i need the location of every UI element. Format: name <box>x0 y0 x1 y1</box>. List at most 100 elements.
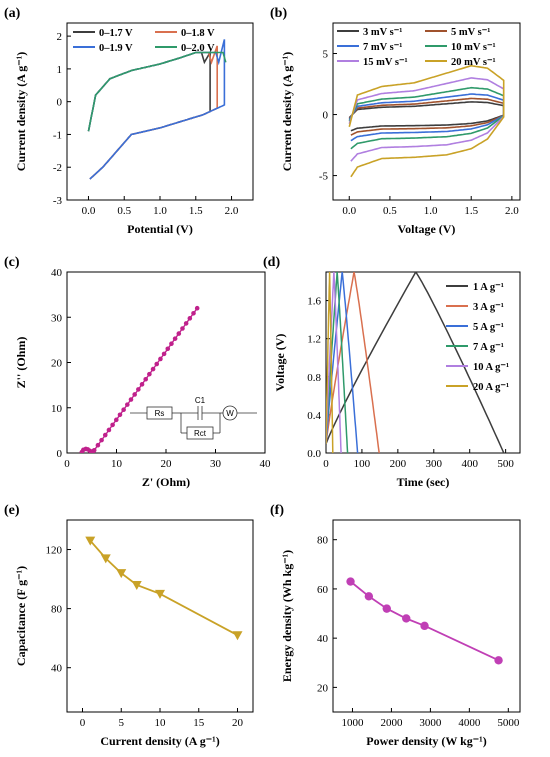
y-axis-title-a: Current density (A g⁻¹) <box>14 52 28 171</box>
legend-label-1: 3 A g⁻¹ <box>473 302 504 313</box>
y-tick-label-d: 0.4 <box>307 410 321 422</box>
cv-curve-3 <box>87 51 227 132</box>
gcd-curve-1 <box>326 272 380 453</box>
plot-area-a <box>87 39 227 180</box>
nyquist-point-26 <box>161 351 167 357</box>
ragone-marker-1 <box>364 592 374 601</box>
plot-area-d <box>326 272 505 453</box>
x-tick-label-c: 0 <box>64 458 70 470</box>
gcd-curve-3 <box>326 272 349 453</box>
x-tick-label-d: 0 <box>323 458 329 470</box>
gcd-curve-0 <box>326 272 505 453</box>
nyquist-point-8 <box>95 442 101 448</box>
y-tick-label-b: 5 <box>323 49 329 61</box>
y-axis-title-e: Capacitance (F g⁻¹) <box>14 566 28 666</box>
y-tick-label-c: 10 <box>51 403 63 415</box>
y-tick-label-f: 20 <box>317 682 329 694</box>
plot-frame-b <box>332 22 521 201</box>
nyquist-point-27 <box>165 346 171 352</box>
x-axis-title-f: Power density (W kg⁻¹) <box>366 734 487 748</box>
y-axis-title-d: Voltage (V) <box>273 334 287 392</box>
x-tick-label-b: 1.0 <box>424 205 438 217</box>
panel-label-c: (c) <box>4 255 20 270</box>
nyquist-point-23 <box>150 366 156 372</box>
y-tick-label-b: 0 <box>323 110 329 122</box>
x-tick-label-b: 0.0 <box>342 205 356 217</box>
capacitance-marker-5 <box>232 631 243 641</box>
panel-d: 0 100 200 300 400 500 0.0 0.4 0.8 1.2 1.6 Time (sec… <box>263 255 521 489</box>
y-tick-label-f: 40 <box>317 633 329 645</box>
nyquist-point-7 <box>91 447 97 453</box>
x-tick-label-e: 20 <box>232 717 244 729</box>
x-tick-label-d: 300 <box>426 458 443 470</box>
x-tick-label-d: 100 <box>354 458 371 470</box>
x-tick-label-c: 20 <box>161 458 173 470</box>
y-tick-label-d: 1.2 <box>307 334 321 346</box>
gcd-curve-4 <box>326 272 342 453</box>
capacitance-line <box>89 540 238 636</box>
y-tick-label-c: 30 <box>51 312 63 324</box>
x-tick-label-b: 1.5 <box>464 205 478 217</box>
y-tick-label-a: -3 <box>53 195 63 207</box>
x-tick-label-a: 0.0 <box>82 205 96 217</box>
nyquist-line <box>81 307 198 453</box>
legend-label-4: 15 mV s⁻¹ <box>363 57 408 68</box>
x-tick-label-e: 10 <box>155 717 167 729</box>
nyquist-point-9 <box>99 437 104 443</box>
x-axis-title-b: Voltage (V) <box>398 222 456 236</box>
circuit-label-c1: C1 <box>195 396 206 405</box>
nyquist-point-15 <box>121 407 126 412</box>
nyquist-point-19 <box>136 387 141 392</box>
y-axis-title-f: Energy density (Wh kg⁻¹) <box>280 550 294 682</box>
legend-label-5: 20 A g⁻¹ <box>473 382 509 393</box>
y-tick-label-c: 0 <box>57 448 63 460</box>
y-tick-label-e: 40 <box>51 663 63 675</box>
x-axis-title-c: Z' (Ohm) <box>142 475 190 489</box>
nyquist-point-28 <box>169 341 174 347</box>
x-tick-label-f: 3000 <box>419 717 442 729</box>
y-axis-title-c: Z'' (Ohm) <box>14 337 28 389</box>
plot-frame-e <box>66 519 254 713</box>
plot-frame-f <box>332 519 521 713</box>
x-axis-title-a: Potential (V) <box>127 222 193 236</box>
legend-label-3: 10 mV s⁻¹ <box>451 42 496 53</box>
ragone-marker-2 <box>382 604 391 613</box>
cv-curve-0 <box>87 49 211 180</box>
y-tick-label-e: 120 <box>46 545 63 557</box>
nyquist-point-34 <box>191 310 196 316</box>
y-tick-label-c: 20 <box>51 358 63 370</box>
panel-c: 0 10 20 30 40 0 10 20 30 40 Z' (Ohm) Z'' (Ohm) (c) Rs… <box>4 255 271 489</box>
plot-frame-c <box>66 271 266 454</box>
nyquist-point-25 <box>158 356 163 362</box>
panel-label-e: (e) <box>4 503 20 518</box>
nyquist-point-17 <box>128 397 134 402</box>
y-tick-label-a: 1 <box>57 64 63 76</box>
legend-label-1: 5 mV s⁻¹ <box>451 27 490 38</box>
nyquist-point-21 <box>143 376 149 382</box>
x-tick-label-c: 30 <box>210 458 222 470</box>
ragone-marker-3 <box>402 614 411 623</box>
legend-label-2: 5 A g⁻¹ <box>473 322 504 333</box>
legend-label-0: 0–1.7 V <box>99 28 133 39</box>
x-tick-label-a: 2.0 <box>225 205 239 217</box>
x-tick-label-c: 40 <box>260 458 272 470</box>
plot-frame-d <box>325 271 521 454</box>
x-tick-label-d: 200 <box>390 458 407 470</box>
nyquist-point-30 <box>176 331 182 336</box>
plot-area-f <box>346 577 503 665</box>
nyquist-point-14 <box>117 412 123 418</box>
nyquist-point-20 <box>139 382 145 387</box>
legend-label-0: 3 mV s⁻¹ <box>363 27 402 38</box>
legend-label-3: 0–2.0 V <box>181 43 215 54</box>
nyquist-point-31 <box>180 326 185 331</box>
legend-label-5: 20 mV s⁻¹ <box>451 57 496 68</box>
cv-scan-curve-3 <box>348 86 505 150</box>
x-tick-label-f: 1000 <box>341 717 364 729</box>
ragone-marker-0 <box>346 577 355 586</box>
y-tick-label-a: -1 <box>53 129 62 141</box>
nyquist-point-18 <box>132 392 137 397</box>
x-axis-title-d: Time (sec) <box>397 475 450 489</box>
capacitance-marker-4 <box>155 589 165 599</box>
x-tick-label-c: 10 <box>111 458 123 470</box>
